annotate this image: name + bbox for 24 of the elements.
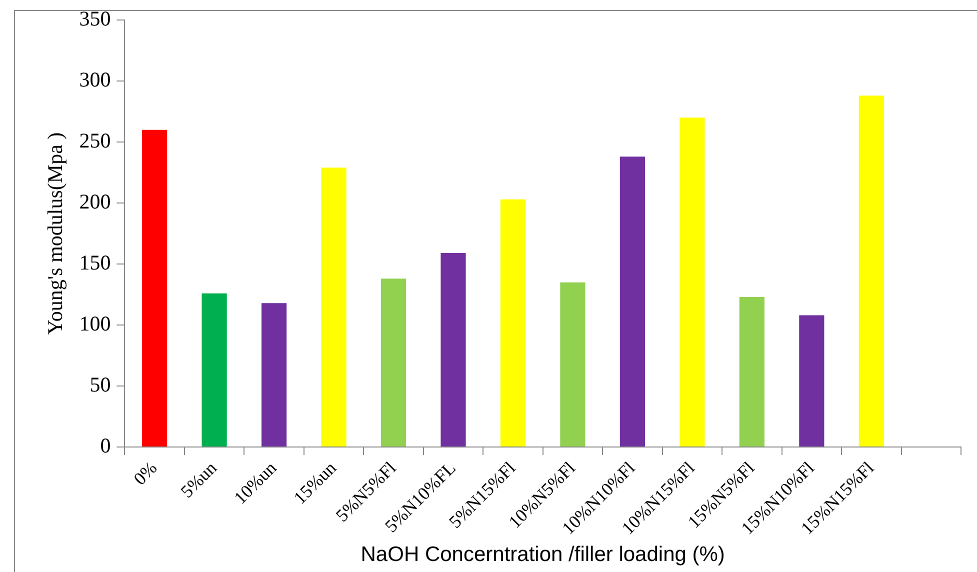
y-axis-title: Young's modulus(Mpa ) [43, 132, 68, 335]
bar [380, 278, 406, 447]
bar [739, 296, 764, 447]
bar [560, 282, 586, 447]
bar [202, 293, 227, 447]
x-tick-label: 0% [130, 458, 161, 489]
bar [858, 96, 884, 447]
y-tick-label: 350 [79, 6, 111, 31]
bar [142, 130, 168, 447]
y-tick-label: 100 [79, 312, 111, 336]
bar [321, 168, 346, 447]
bar [500, 199, 526, 447]
y-tick-label: 250 [79, 128, 111, 153]
bar [799, 315, 824, 447]
y-tick-label: 50 [90, 372, 111, 397]
x-axis-title: NaOH Concerntration /filler loading (%) [360, 543, 725, 566]
y-tick-label: 150 [79, 250, 111, 275]
y-tick-label: 0 [100, 434, 111, 458]
bar [680, 118, 705, 447]
bar [620, 156, 645, 447]
bar [440, 253, 466, 447]
y-tick-label: 200 [79, 190, 111, 214]
bar [261, 303, 287, 447]
y-tick-label: 300 [79, 68, 111, 92]
